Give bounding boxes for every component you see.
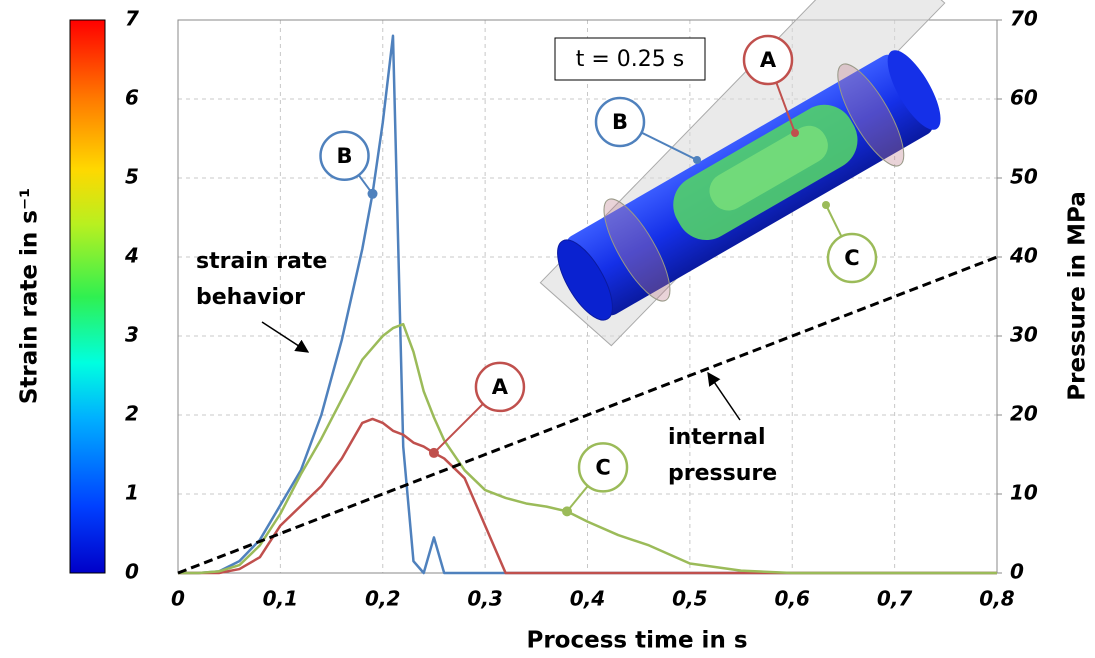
series-label: B	[337, 144, 353, 168]
x-tick-label: 0,7	[877, 587, 913, 611]
x-tick-label: 0,6	[775, 587, 811, 611]
y-tick-label: 7	[125, 7, 139, 31]
series-label: A	[492, 375, 509, 399]
leader-dot	[791, 129, 799, 137]
y-tick-label: 1	[125, 481, 139, 505]
y-axis-title: Strain rate in s⁻¹	[17, 188, 43, 404]
annotation: strain rate	[196, 249, 327, 274]
annotation: internal	[668, 425, 766, 450]
x-tick-label: 0	[171, 587, 185, 611]
x-tick-label: 0,4	[570, 587, 605, 611]
x-tick-label: 0,5	[672, 587, 707, 611]
y2-tick-label: 30	[1010, 323, 1038, 347]
point-marker	[562, 506, 572, 516]
arrow	[708, 373, 740, 420]
annotation: behavior	[196, 285, 305, 310]
y-tick-label: 6	[125, 86, 139, 110]
x-tick-label: 0,2	[365, 587, 400, 611]
y-tick-label: 2	[125, 402, 139, 426]
y2-tick-label: 60	[1010, 86, 1038, 110]
series-label: C	[595, 455, 610, 479]
y2-tick-label: 10	[1010, 481, 1038, 505]
y-tick-label: 3	[125, 323, 139, 347]
leader-dot	[693, 156, 701, 164]
y-tick-label: 0	[125, 560, 139, 584]
y2-axis-title: Pressure in MPa	[1065, 191, 1091, 400]
chart: t = 0.25 s A B C strain rate behavior in…	[0, 0, 1095, 658]
series-label: A	[760, 48, 777, 72]
point-marker	[368, 189, 378, 199]
y2-tick-label: 50	[1010, 165, 1038, 189]
x-tick-label: 0,3	[467, 587, 502, 611]
time-label: t = 0.25 s	[576, 47, 685, 72]
point-marker	[429, 448, 439, 458]
annotation: pressure	[668, 461, 777, 486]
y-tick-label: 5	[125, 165, 139, 189]
y2-tick-label: 0	[1010, 560, 1024, 584]
colorbar	[70, 20, 105, 573]
y-tick-label: 4	[124, 244, 139, 268]
x-tick-label: 0,1	[263, 587, 298, 611]
y2-tick-label: 40	[1009, 244, 1038, 268]
leader-dot	[822, 201, 830, 209]
y2-tick-label: 70	[1010, 7, 1038, 31]
x-tick-label: 0,8	[979, 587, 1015, 611]
series-label: C	[844, 246, 859, 270]
arrow	[262, 322, 308, 352]
y2-tick-label: 20	[1010, 402, 1038, 426]
x-axis-title: Process time in s	[526, 628, 747, 654]
series-label: B	[612, 110, 628, 134]
